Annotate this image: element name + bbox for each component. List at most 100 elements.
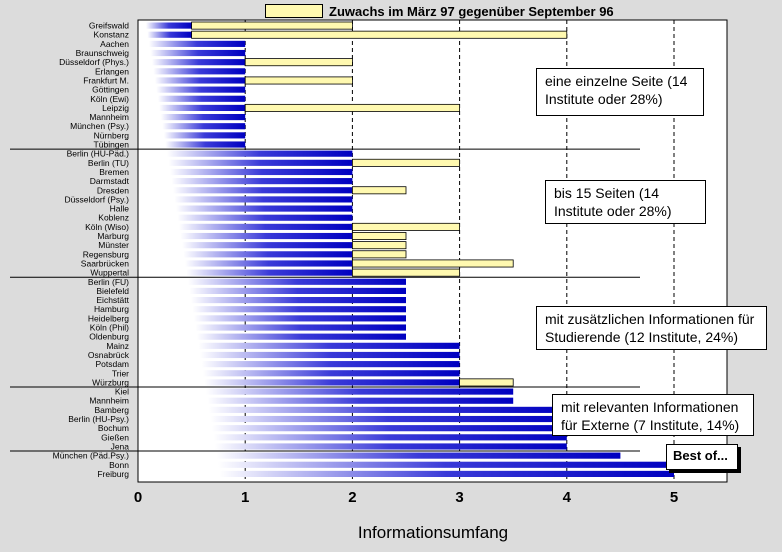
category-label: Potsdam (95, 359, 129, 369)
category-label: Bremen (99, 167, 129, 177)
growth-bar (244, 58, 353, 67)
category-label: Greifswald (89, 21, 129, 31)
x-tick-label: 2 (348, 489, 356, 506)
value-bar (147, 31, 192, 38)
value-bar (213, 434, 567, 441)
growth-bar (351, 158, 460, 167)
category-label: Berlin (HU-Päd.) (67, 149, 130, 159)
category-label: Frankfurt M. (83, 75, 129, 85)
value-bar (215, 443, 567, 450)
category-label: Köln (Phil) (90, 323, 129, 333)
category-label: Darmstadt (90, 176, 130, 186)
legend-label: Zuwachs im März 97 gegenüber September 9… (329, 3, 614, 19)
value-bar (177, 214, 353, 221)
category-label: Aachen (100, 39, 129, 49)
value-bar (168, 159, 353, 166)
value-bar (194, 315, 406, 322)
value-bar (153, 68, 246, 75)
x-tick-label: 0 (134, 489, 142, 506)
category-label: Halle (110, 204, 130, 214)
category-label: Bamberg (95, 405, 130, 415)
bars (146, 22, 674, 477)
category-label: München (Päd.Psy.) (53, 451, 130, 461)
category-label: Mannheim (89, 396, 129, 406)
annotation-single-page: eine einzelne Seite (14 Institute oder 2… (536, 68, 704, 116)
category-label: Bochum (98, 423, 129, 433)
value-bar (206, 388, 514, 395)
value-bar (164, 132, 246, 139)
value-bar (150, 49, 246, 57)
growth-bars (191, 21, 568, 387)
category-label: Berlin (HU-Psy.) (68, 414, 129, 424)
category-label: Oldenburg (89, 332, 129, 342)
category-label: Mainz (106, 341, 129, 351)
category-label: Berlin (FU) (88, 277, 129, 287)
value-bar (201, 361, 460, 368)
category-label: Nürnberg (94, 130, 130, 140)
category-label: Koblenz (98, 213, 129, 223)
value-bar (182, 242, 353, 249)
growth-bar (351, 232, 407, 240)
value-bar (180, 232, 353, 240)
growth-bar (351, 186, 407, 195)
growth-bar (459, 378, 514, 387)
value-bar (159, 104, 246, 111)
value-bar (185, 260, 353, 267)
category-label: Erlangen (95, 66, 129, 76)
category-label: Mannheim (89, 112, 129, 122)
category-label: Leipzig (102, 103, 129, 113)
growth-bar (244, 76, 353, 85)
category-label: Konstanz (94, 30, 129, 40)
value-bar (161, 114, 246, 121)
x-tick-label: 3 (455, 489, 463, 506)
category-labels: GreifswaldKonstanzAachenBraunschweigDüss… (53, 21, 130, 479)
category-label: Düsseldorf (Phys.) (59, 57, 129, 67)
category-label: Jena (111, 441, 130, 451)
category-label: Würzburg (92, 377, 129, 387)
category-label: Köln (Ewi) (90, 94, 129, 104)
value-bar (191, 297, 406, 304)
value-bar (156, 86, 246, 93)
category-label: Freiburg (97, 469, 129, 479)
category-label: Berlin (TU) (88, 158, 129, 168)
annotation-best-of: Best of... (666, 444, 738, 470)
category-label: Düsseldorf (Psy.) (64, 194, 129, 204)
value-bar (171, 178, 353, 185)
value-bar (170, 168, 353, 176)
category-label: Bonn (109, 460, 129, 470)
value-bar (188, 278, 406, 285)
value-bar (149, 40, 246, 47)
value-bar (218, 461, 674, 468)
category-label: Marburg (97, 231, 129, 241)
value-bar (197, 333, 406, 340)
category-label: Bielefeld (96, 286, 129, 296)
category-label: Kiel (115, 387, 129, 397)
growth-bar (351, 222, 460, 231)
value-bar (195, 324, 406, 331)
value-bar (158, 95, 246, 102)
value-bar (155, 77, 246, 84)
category-label: Tübingen (94, 140, 130, 150)
category-label: Gießen (101, 432, 129, 442)
value-bar (165, 141, 246, 148)
x-tick-labels: 0 1 2 3 4 5 (134, 489, 678, 506)
value-bar (174, 196, 353, 203)
value-bar (212, 425, 567, 432)
category-label: Regensburg (83, 249, 130, 259)
value-bar (186, 269, 353, 276)
category-label: München (Psy.) (70, 121, 129, 131)
category-label: Eichstätt (96, 295, 129, 305)
category-label: Osnabrück (88, 350, 130, 360)
category-label: Münster (98, 240, 129, 250)
value-bar (207, 397, 514, 404)
growth-bar (244, 103, 460, 112)
value-bar (183, 251, 353, 258)
legend-swatch (265, 4, 323, 18)
annotation-externals: mit relevanten Informationen für Externe… (552, 394, 754, 436)
category-label: Braunschweig (76, 48, 130, 58)
value-bar (209, 406, 567, 413)
growth-bar (351, 259, 514, 268)
growth-bar (351, 268, 460, 277)
growth-bar (191, 21, 353, 30)
value-bar (192, 306, 406, 313)
